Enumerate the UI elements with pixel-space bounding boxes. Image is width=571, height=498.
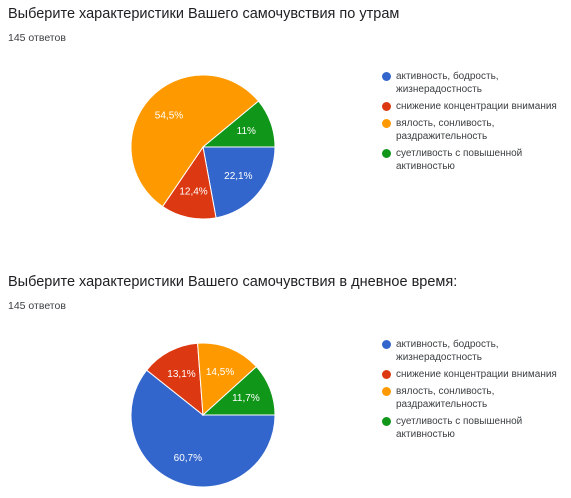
pie-chart: 22,1% 12,4% 54,5% 11% <box>130 74 276 220</box>
legend-item: вялость, сонливость, раздражительность <box>382 385 562 411</box>
slice-percent-label: 11,7% <box>232 393 260 404</box>
legend-dot-icon <box>382 387 391 396</box>
pie-slice <box>201 366 276 416</box>
legend-dot-icon <box>382 340 391 349</box>
legend-label: активность, бодрость, жизнерадостность <box>396 339 499 363</box>
slice-percent-label: 54,5% <box>155 111 183 122</box>
pie-slice <box>202 146 276 219</box>
pie-chart: 60,7% 13,1% 14,5% 11,7% <box>130 342 276 488</box>
legend-item: активность, бодрость, жизнерадостность <box>382 338 562 364</box>
pie-slice <box>130 369 276 488</box>
legend-dot-icon <box>382 119 391 128</box>
legend-label: вялость, сонливость, раздражительность <box>396 118 495 142</box>
legend-label: суетливость с повышенной активностью <box>396 148 523 172</box>
chart-block-morning: Выберите характеристики Вашего самочувст… <box>8 6 562 220</box>
legend-item: снижение концентрации внимания <box>382 100 562 113</box>
slice-percent-label: 13,1% <box>167 369 195 380</box>
legend-label: снижение концентрации внимания <box>396 101 557 112</box>
legend-label: активность, бодрость, жизнерадостность <box>396 71 499 95</box>
legend-item: активность, бодрость, жизнерадостность <box>382 70 562 96</box>
legend-item: снижение концентрации внимания <box>382 368 562 381</box>
slice-percent-label: 12,4% <box>179 187 207 198</box>
response-count: 145 ответов <box>8 32 66 44</box>
pie-slice <box>145 342 204 417</box>
chart-title: Выберите характеристики Вашего самочувст… <box>8 274 458 290</box>
legend-item: суетливость с повышенной активностью <box>382 147 562 173</box>
pie-slice <box>201 100 276 148</box>
slice-percent-label: 22,1% <box>224 171 252 182</box>
pie-slice <box>197 342 258 417</box>
legend-dot-icon <box>382 149 391 158</box>
legend-item: суетливость с повышенной активностью <box>382 415 562 441</box>
legend-label: суетливость с повышенной активностью <box>396 416 523 440</box>
chart-legend: активность, бодрость, жизнерадостность сн… <box>382 70 562 177</box>
legend-item: вялость, сонливость, раздражительность <box>382 117 562 143</box>
legend-dot-icon <box>382 102 391 111</box>
legend-dot-icon <box>382 72 391 81</box>
response-count: 145 ответов <box>8 300 66 312</box>
legend-label: снижение концентрации внимания <box>396 369 557 380</box>
legend-dot-icon <box>382 370 391 379</box>
chart-title: Выберите характеристики Вашего самочувст… <box>8 6 400 22</box>
legend-dot-icon <box>382 417 391 426</box>
chart-block-daytime: Выберите характеристики Вашего самочувст… <box>0 268 571 497</box>
chart-legend: активность, бодрость, жизнерадостность сн… <box>382 338 562 445</box>
slice-percent-label: 14,5% <box>206 367 234 378</box>
slice-percent-label: 60,7% <box>174 453 202 464</box>
legend-label: вялость, сонливость, раздражительность <box>396 386 495 410</box>
slice-percent-label: 11% <box>237 126 256 137</box>
pie-slice <box>130 74 260 208</box>
